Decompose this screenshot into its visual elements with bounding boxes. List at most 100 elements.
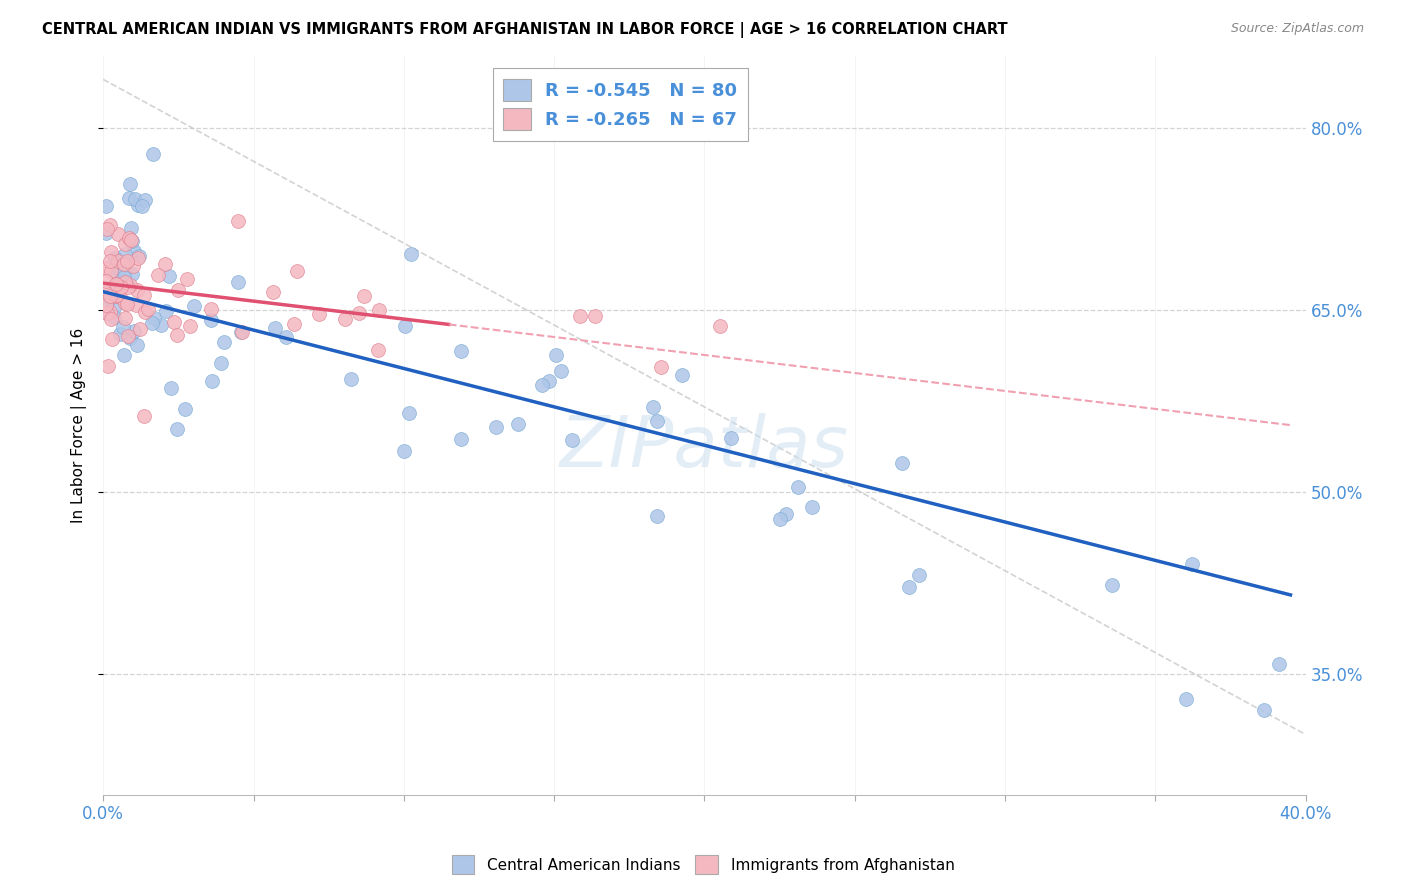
Point — [103, 301, 125, 315]
Point — [125, 298, 148, 312]
Point — [128, 249, 150, 263]
Point — [100, 312, 122, 326]
Point — [166, 422, 188, 436]
Point — [146, 268, 169, 283]
Text: CENTRAL AMERICAN INDIAN VS IMMIGRANTS FROM AFGHANISTAN IN LABOR FORCE | AGE > 16: CENTRAL AMERICAN INDIAN VS IMMIGRANTS FR… — [42, 22, 1008, 38]
Point — [112, 257, 135, 271]
Point — [108, 290, 131, 304]
Point — [125, 338, 148, 352]
Point — [114, 295, 136, 310]
Point — [283, 317, 305, 331]
Point — [176, 272, 198, 286]
Point — [157, 269, 180, 284]
Point — [891, 456, 914, 470]
Point — [107, 260, 129, 275]
Point — [124, 193, 146, 207]
Point — [98, 305, 121, 319]
Point — [107, 227, 129, 242]
Point — [229, 325, 252, 339]
Point — [122, 260, 145, 274]
Point — [142, 146, 165, 161]
Point — [103, 310, 125, 325]
Point — [120, 177, 142, 191]
Point — [226, 214, 249, 228]
Point — [120, 331, 142, 345]
Point — [96, 226, 118, 240]
Point — [162, 315, 184, 329]
Point — [801, 500, 824, 515]
Point — [96, 306, 118, 320]
Point — [394, 319, 416, 334]
Point — [353, 289, 375, 303]
Point — [98, 253, 121, 268]
Point — [153, 257, 176, 271]
Point — [285, 263, 308, 277]
Point — [174, 401, 197, 416]
Point — [118, 278, 141, 293]
Point — [1253, 703, 1275, 717]
Point — [100, 264, 122, 278]
Point — [98, 291, 121, 305]
Point — [107, 277, 129, 292]
Point — [274, 330, 297, 344]
Point — [117, 279, 139, 293]
Point — [127, 197, 149, 211]
Point — [96, 273, 118, 287]
Point — [1175, 691, 1198, 706]
Point — [98, 219, 121, 233]
Point — [105, 277, 128, 291]
Point — [1181, 557, 1204, 571]
Text: ZIPatlas: ZIPatlas — [560, 413, 849, 482]
Point — [200, 301, 222, 316]
Point — [121, 267, 143, 281]
Point — [134, 305, 156, 319]
Point — [394, 443, 416, 458]
Point — [775, 507, 797, 521]
Point — [569, 309, 592, 323]
Point — [127, 251, 149, 265]
Point — [228, 275, 250, 289]
Point — [112, 270, 135, 285]
Point — [97, 359, 120, 374]
Point — [561, 433, 583, 447]
Point — [898, 580, 921, 594]
Point — [367, 343, 389, 358]
Point — [96, 305, 118, 319]
Point — [138, 302, 160, 317]
Point — [308, 307, 330, 321]
Point — [709, 319, 731, 334]
Point — [110, 280, 132, 294]
Point — [141, 316, 163, 330]
Point — [121, 234, 143, 248]
Point — [333, 311, 356, 326]
Point — [179, 319, 201, 334]
Point — [550, 364, 572, 378]
Point — [506, 417, 529, 431]
Point — [96, 300, 118, 314]
Point — [262, 285, 284, 300]
Point — [769, 512, 792, 526]
Point — [367, 303, 389, 318]
Point — [96, 298, 118, 312]
Point — [105, 277, 128, 291]
Point — [115, 254, 138, 268]
Point — [209, 356, 232, 370]
Point — [104, 251, 127, 265]
Point — [650, 360, 672, 375]
Legend: R = -0.545   N = 80, R = -0.265   N = 67: R = -0.545 N = 80, R = -0.265 N = 67 — [492, 68, 748, 141]
Point — [96, 261, 118, 276]
Point — [104, 289, 127, 303]
Point — [155, 304, 177, 318]
Point — [118, 231, 141, 245]
Point — [101, 332, 124, 346]
Point — [583, 310, 606, 324]
Point — [183, 299, 205, 313]
Point — [544, 348, 567, 362]
Point — [100, 245, 122, 260]
Point — [347, 306, 370, 320]
Point — [132, 409, 155, 424]
Point — [200, 313, 222, 327]
Point — [120, 234, 142, 248]
Point — [340, 372, 363, 386]
Point — [117, 329, 139, 343]
